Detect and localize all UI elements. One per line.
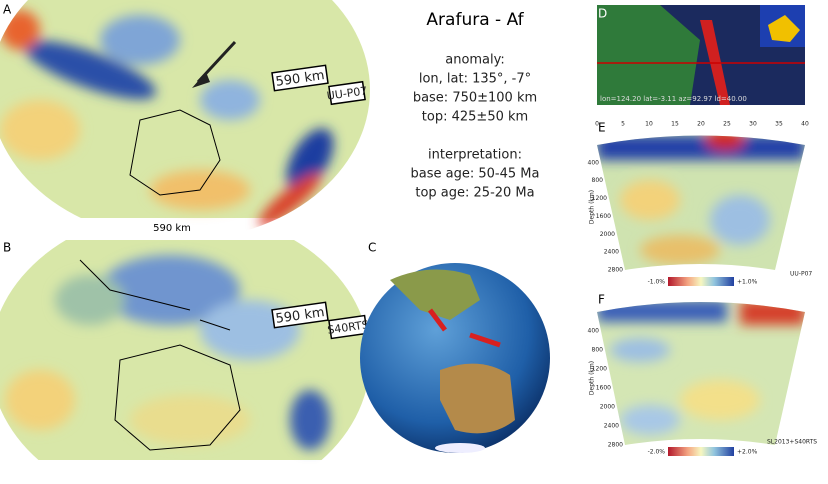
model-label: S40RTS: [327, 318, 370, 337]
depth-tick-label: 2800: [608, 442, 623, 449]
depth-tick-label: 400: [588, 328, 600, 335]
panel-label: F: [598, 293, 605, 307]
map-caption: lon=124.20 lat=-3.11 az=92.97 ld=40.00: [600, 95, 747, 103]
depth-tick-label: 2400: [604, 423, 619, 430]
colorbar: [668, 447, 734, 456]
colorbar-max: +1.0%: [737, 279, 758, 286]
distance-tick-label: 15: [671, 121, 679, 128]
scale-label: 590 km: [275, 305, 326, 327]
panel-label: B: [3, 241, 11, 255]
anomaly-top: top: 425±50 km: [422, 110, 528, 125]
anomaly-heading: anomaly:: [445, 53, 505, 68]
section-e: [597, 135, 805, 270]
distance-tick-label: 25: [723, 121, 731, 128]
depth-tick-label: 1600: [596, 385, 611, 392]
depth-tick-label: 2000: [600, 404, 615, 411]
depth-tick-label: 2000: [600, 231, 615, 238]
depth-tick-label: 800: [592, 177, 604, 184]
scale-caption: 590 km: [153, 223, 191, 234]
depth-tick-label: 800: [592, 347, 604, 354]
base-age: base age: 50-45 Ma: [411, 167, 540, 182]
colorbar: [668, 277, 734, 286]
distance-tick-label: 10: [645, 121, 653, 128]
colorbar-min: -1.0%: [648, 279, 666, 286]
distance-tick-label: 35: [775, 121, 783, 128]
distance-tick-label: 5: [621, 121, 625, 128]
anomaly-location: lon, lat: 135°, -7°: [419, 72, 531, 87]
model-label: UU-P07: [326, 84, 368, 103]
distance-tick-label: 0: [595, 121, 599, 128]
top-age: top age: 25-20 Ma: [415, 186, 534, 201]
section-f: [597, 302, 805, 445]
scale-box: [271, 64, 329, 92]
model-box: [328, 314, 368, 340]
globe: [360, 263, 550, 453]
depth-tick-label: 2400: [604, 249, 619, 256]
panel-label: E: [598, 121, 606, 135]
depth-tick-label: 1200: [592, 366, 607, 373]
depth-label: Depth (km): [589, 190, 596, 224]
panel-label: A: [3, 3, 12, 17]
depth-tick-label: 400: [588, 159, 600, 166]
map-d: [597, 5, 805, 105]
depth-tick-label: 2800: [608, 267, 623, 274]
panel-label: C: [368, 241, 376, 255]
panel-label: D: [598, 7, 607, 21]
interpretation-heading: interpretation:: [428, 148, 522, 163]
model-label: SL2013+S40RTS: [767, 439, 817, 446]
colorbar-min: -2.0%: [648, 449, 666, 456]
depth-tick-label: 1600: [596, 213, 611, 220]
map-b: [0, 240, 370, 460]
map-a: [0, 0, 370, 227]
scale-label: 590 km: [275, 68, 326, 90]
distance-tick-label: 30: [749, 121, 757, 128]
distance-tick-label: 40: [801, 121, 809, 128]
anomaly-base: base: 750±100 km: [413, 91, 537, 106]
model-box: [328, 80, 366, 106]
depth-label: Depth (km): [589, 361, 596, 395]
scale-box: [271, 301, 329, 329]
depth-tick-label: 1200: [592, 195, 607, 202]
title: Arafura - Af: [426, 10, 524, 30]
distance-tick-label: 20: [697, 121, 705, 128]
colorbar-max: +2.0%: [737, 449, 758, 456]
model-label: UU-P07: [790, 271, 812, 278]
